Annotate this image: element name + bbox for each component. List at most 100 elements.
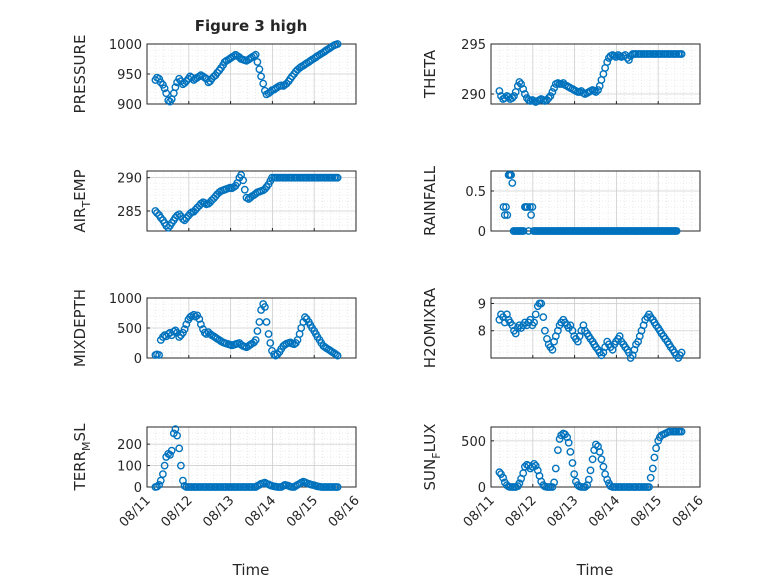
data-point [167, 446, 176, 455]
y-axis-label: PRESSURE [71, 35, 89, 114]
data-point [544, 94, 553, 102]
data-point [171, 83, 180, 92]
data-point [550, 478, 558, 487]
y-axis-label: H2OMIXRA [421, 287, 439, 368]
data-point [530, 459, 538, 468]
data-point [239, 176, 248, 185]
data-point [603, 475, 612, 484]
data-point [504, 93, 513, 101]
data-point [519, 227, 528, 235]
data-point [650, 453, 659, 462]
x-tick-label: 08/14 [242, 493, 279, 530]
x-label-right: Time [576, 561, 614, 579]
data-point [646, 473, 655, 482]
data-point [508, 94, 517, 102]
y-tick-label: 0 [478, 225, 486, 240]
data-point [499, 473, 507, 482]
axes-box [490, 426, 701, 488]
data-point [229, 52, 238, 60]
data-point [260, 185, 269, 193]
data-point [537, 299, 546, 308]
data-point [645, 483, 653, 491]
data-point [175, 210, 184, 219]
x-tick-label: 08/15 [284, 493, 321, 530]
y-tick-label: 8 [478, 325, 486, 340]
x-tick-label: 08/13 [200, 493, 237, 530]
data-point [554, 446, 562, 454]
y-axis-label: AIRTEMP [71, 169, 93, 232]
data-point [510, 92, 518, 100]
y-axis-label: MIXDEPTH [71, 289, 89, 367]
data-point [158, 470, 167, 478]
data-point [548, 345, 557, 354]
data-point [581, 483, 589, 491]
data-point [156, 476, 165, 485]
data-point [153, 209, 161, 217]
data-point [603, 58, 612, 66]
y-tick-label: 9 [478, 297, 486, 312]
subplot-theta: 290 295 THETA [421, 38, 701, 106]
y-tick-label: 0 [134, 352, 142, 367]
data-point [551, 464, 560, 473]
data-point [526, 203, 534, 211]
x-label-left: Time [232, 561, 270, 579]
data-point [550, 84, 558, 92]
y-tick-label: 200 [117, 438, 142, 453]
data-point [592, 440, 600, 449]
x-tick-label: 08/16 [670, 493, 707, 530]
data-point [507, 171, 515, 179]
data-point [672, 227, 681, 235]
data-point [500, 211, 509, 219]
data-point [253, 327, 262, 335]
data-point [588, 455, 597, 464]
x-tick-label: 08/12 [503, 493, 540, 530]
data-point [259, 79, 268, 88]
data-point [555, 435, 564, 443]
data-point [160, 461, 169, 470]
y-axis-label: TERRMSL [71, 423, 93, 492]
data-point [515, 479, 524, 488]
data-point [566, 447, 575, 456]
subplot-rainfall: 0 0.5 RAINFALL [421, 165, 701, 240]
data-point [173, 431, 182, 440]
x-tick-label: 08/16 [326, 493, 363, 530]
data-point [519, 85, 528, 93]
data-point [164, 96, 173, 105]
data-point [594, 86, 602, 94]
data-point [333, 351, 342, 360]
x-tick-label: 08/13 [544, 493, 581, 530]
data-point [652, 444, 660, 453]
data-point [180, 79, 189, 87]
data-point [251, 50, 260, 59]
data-point [189, 310, 198, 319]
subplot-mixdepth: 0 500 1000 MIXDEPTH [71, 289, 357, 367]
y-tick-label: 0 [134, 481, 142, 496]
data-point [612, 53, 620, 61]
data-point [677, 427, 686, 436]
y-tick-label: 500 [117, 322, 142, 337]
data-point [331, 350, 340, 359]
subplot-air-temp: 285 290 AIRTEMP [71, 169, 357, 233]
data-point [499, 203, 508, 211]
subplot-h2omixra: 8 9 H2OMIXRA [421, 287, 701, 368]
y-tick-label: 100 [117, 460, 142, 475]
x-tick-label: 08/15 [628, 493, 665, 530]
y-tick-label: 900 [117, 98, 142, 113]
data-point [597, 455, 606, 464]
x-tick-label: 08/11 [117, 493, 154, 530]
data-point [180, 216, 189, 225]
data-point [264, 330, 273, 338]
data-point [570, 470, 579, 478]
y-axis-label: THETA [421, 49, 439, 99]
data-point [595, 447, 604, 456]
data-point [166, 450, 174, 459]
data-point [251, 336, 260, 344]
data-point [195, 72, 204, 81]
data-point [599, 462, 608, 471]
y-tick-label: 290 [117, 172, 142, 187]
data-point [178, 215, 187, 223]
axes-box [146, 170, 357, 232]
data-point [162, 89, 171, 98]
y-tick-label: 0 [478, 481, 486, 496]
y-tick-label: 285 [117, 205, 142, 220]
